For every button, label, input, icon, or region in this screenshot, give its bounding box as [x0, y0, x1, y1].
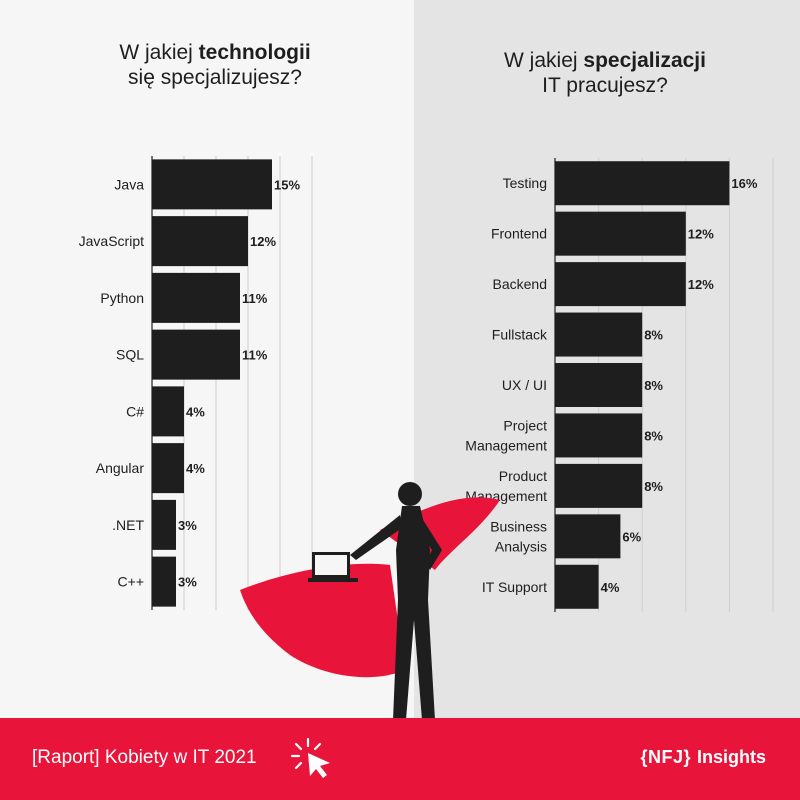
right-bar-chart: 16% Testing 12% Frontend 12% Backend 8% Fullsta…: [465, 158, 774, 612]
left-title-post: się specjalizujesz?: [128, 66, 302, 89]
superhero-woman-laptop-icon: [240, 482, 500, 720]
spec-value-label-4: 8%: [644, 378, 663, 393]
left-chart-title: W jakiej technologii się specjalizujesz?: [60, 40, 370, 90]
tech-category-label-3: SQL: [116, 347, 144, 363]
spec-category-label-4: UX / UI: [502, 377, 547, 393]
nfj-brand: {NFJ}: [640, 747, 691, 767]
tech-category-label-0: Java: [114, 176, 144, 192]
spec-value-label-6: 8%: [644, 479, 663, 494]
spec-category-label-1: Frontend: [491, 226, 547, 242]
left-title-pre: W jakiej: [119, 41, 199, 64]
tech-bar-1: [152, 216, 248, 267]
spec-bar-3: [555, 312, 643, 357]
tech-bar-4: [152, 386, 184, 437]
right-title-pre: W jakiej: [504, 49, 584, 72]
spec-value-label-1: 12%: [688, 227, 714, 242]
tech-bar-6: [152, 499, 176, 550]
tech-category-label-7: C++: [118, 574, 144, 590]
spec-bar-7: [555, 514, 621, 559]
spec-bar-8: [555, 564, 599, 609]
spec-value-label-5: 8%: [644, 428, 663, 443]
tech-value-label-1: 12%: [250, 234, 276, 249]
spec-category-label-0: Testing: [503, 175, 547, 191]
cursor-click-icon: [290, 737, 330, 778]
tech-bar-3: [152, 329, 240, 380]
left-title-bold: technologii: [198, 41, 311, 64]
right-title-post: IT pracujesz?: [542, 74, 668, 97]
tech-bar-7: [152, 556, 176, 607]
tech-bar-2: [152, 272, 240, 323]
tech-value-label-3: 11%: [242, 348, 268, 363]
spec-value-label-3: 8%: [644, 328, 663, 343]
right-panel: [414, 0, 800, 718]
right-title-bold: specjalizacji: [583, 49, 706, 72]
spec-bar-0: [555, 161, 730, 206]
spec-value-label-0: 16%: [731, 176, 757, 191]
tech-value-label-7: 3%: [178, 575, 197, 590]
tech-bar-0: [152, 159, 272, 210]
report-title: [Raport] Kobiety w IT 2021: [32, 747, 257, 768]
tech-value-label-5: 4%: [186, 461, 205, 476]
nfj-insights-logo: {NFJ} Insights: [640, 747, 766, 768]
tech-bar-5: [152, 443, 184, 494]
spec-bar-5: [555, 413, 643, 458]
footer-bar: [Raport] Kobiety w IT 2021 {NFJ} Insights: [0, 718, 800, 800]
tech-value-label-6: 3%: [178, 518, 197, 533]
tech-value-label-0: 15%: [274, 177, 300, 192]
spec-bar-4: [555, 363, 643, 407]
spec-category-label-5: Project Management: [465, 417, 547, 453]
spec-bar-6: [555, 463, 643, 508]
left-bar-chart: 15% Java 12% JavaScript 11% Python 11% SQL 4% C# 4…: [79, 156, 313, 610]
right-chart-title: W jakiej specjalizacji IT pracujesz?: [440, 48, 770, 98]
tech-category-label-6: .NET: [112, 517, 144, 533]
spec-category-label-7: Business Analysis: [490, 518, 547, 554]
tech-category-label-2: Python: [100, 290, 144, 306]
spec-bar-1: [555, 211, 686, 256]
spec-value-label-7: 6%: [622, 529, 641, 544]
spec-category-label-8: IT Support: [482, 579, 547, 595]
tech-category-label-4: C#: [126, 403, 144, 419]
spec-value-label-2: 12%: [688, 277, 714, 292]
spec-category-label-3: Fullstack: [492, 327, 548, 343]
spec-category-label-2: Backend: [493, 276, 547, 292]
spec-bar-2: [555, 262, 686, 307]
insights-label: Insights: [696, 747, 766, 767]
tech-category-label-1: JavaScript: [79, 233, 144, 249]
bar-charts: 15% Java 12% JavaScript 11% Python 11% SQL 4% C# 4…: [79, 156, 774, 612]
tech-value-label-4: 4%: [186, 404, 205, 419]
spec-value-label-8: 4%: [601, 580, 620, 595]
tech-value-label-2: 11%: [242, 291, 268, 306]
tech-category-label-5: Angular: [96, 460, 145, 476]
